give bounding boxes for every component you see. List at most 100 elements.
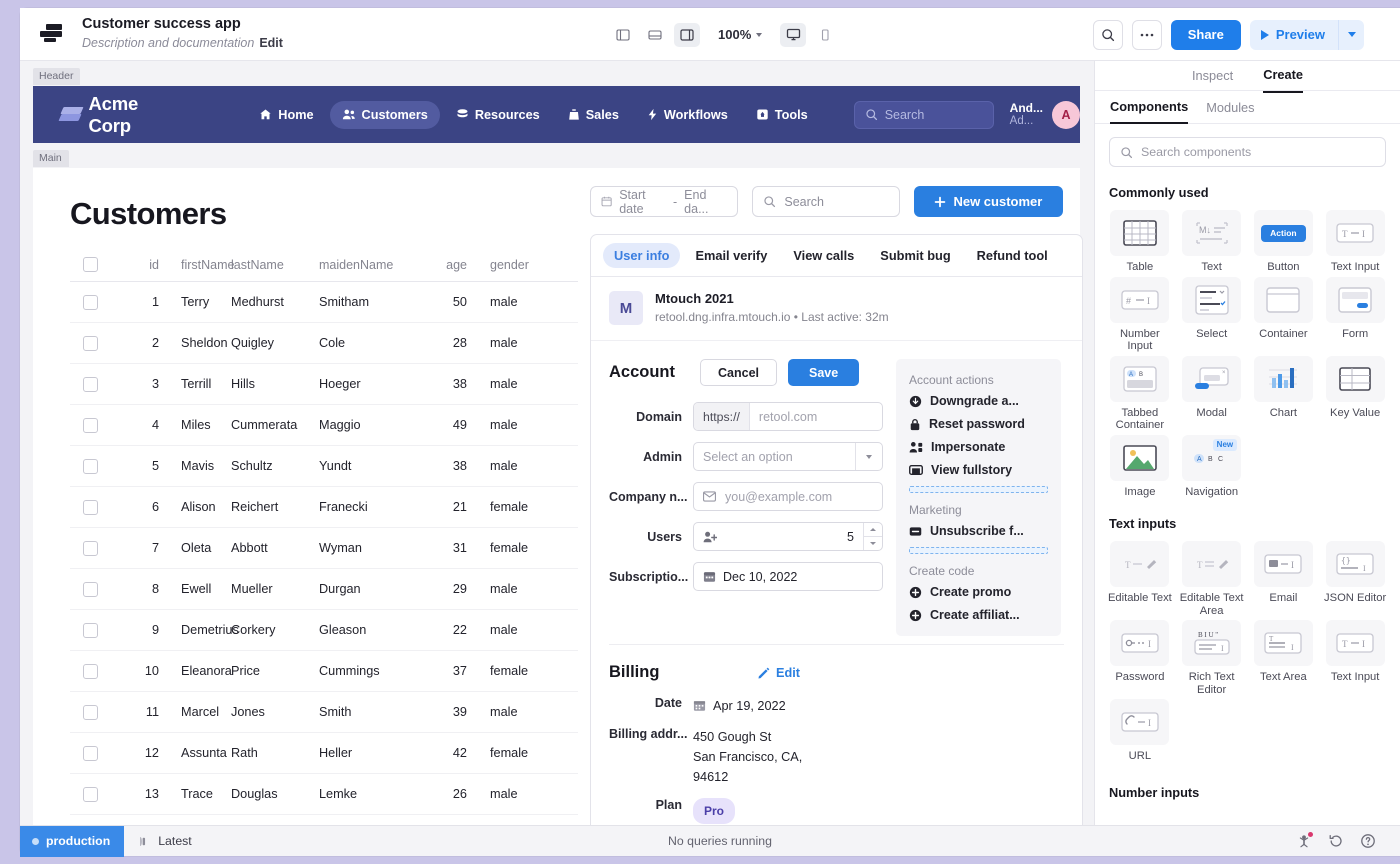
customers-search-input[interactable]: Search: [752, 186, 900, 217]
history-icon[interactable]: [1328, 833, 1344, 849]
table-row[interactable]: 13 Trace Douglas Lemke 26 male: [70, 774, 578, 815]
share-button[interactable]: Share: [1170, 19, 1241, 50]
environment-selector[interactable]: production: [20, 825, 125, 857]
stepper-up-icon[interactable]: [864, 523, 882, 537]
column-header-gender[interactable]: gender: [490, 257, 529, 272]
column-header-id[interactable]: id: [149, 257, 159, 272]
action-create-promo[interactable]: Create promo: [909, 585, 1048, 599]
tab-refund-tool[interactable]: Refund tool: [976, 248, 1048, 263]
component-image[interactable]: Image: [1105, 434, 1175, 499]
row-checkbox[interactable]: [83, 663, 98, 679]
action-impersonate[interactable]: Impersonate: [909, 440, 1048, 454]
tab-user-info[interactable]: User info: [603, 243, 681, 268]
drop-slot-2[interactable]: [909, 547, 1048, 554]
component-json-editor[interactable]: {} I JSON Editor: [1320, 541, 1390, 617]
action-view-fullstory[interactable]: View fullstory: [909, 463, 1048, 477]
component-url[interactable]: I URL: [1105, 699, 1175, 763]
drop-slot-1[interactable]: [909, 486, 1048, 493]
component-select[interactable]: Select: [1177, 276, 1247, 353]
component-search-input[interactable]: Search components: [1109, 137, 1386, 167]
billing-edit-button[interactable]: Edit: [757, 666, 800, 680]
domain-input[interactable]: https:// retool.com: [693, 402, 883, 431]
panel-left-icon[interactable]: [610, 23, 636, 47]
branch-selector[interactable]: Latest: [124, 834, 206, 848]
tab-view-calls[interactable]: View calls: [793, 248, 855, 263]
row-checkbox[interactable]: [83, 499, 98, 515]
component-text-input[interactable]: T I Text Input: [1320, 620, 1390, 696]
cancel-button[interactable]: Cancel: [700, 359, 777, 386]
table-row[interactable]: 11 Marcel Jones Smith 39 male: [70, 692, 578, 733]
table-row[interactable]: 5 Mavis Schultz Yundt 38 male: [70, 446, 578, 487]
column-header-lastname[interactable]: lastName: [231, 257, 284, 272]
nav-item-sales[interactable]: Sales: [556, 101, 631, 129]
column-header-maidenname[interactable]: maidenName: [319, 257, 394, 272]
component-text-input[interactable]: T I Text Input: [1320, 210, 1390, 274]
stepper-down-icon[interactable]: [864, 537, 882, 550]
navbar-search-input[interactable]: Search: [853, 100, 994, 129]
date-range-picker[interactable]: Start date - End da...: [590, 186, 739, 217]
column-header-firstname[interactable]: firstName: [181, 257, 235, 272]
select-all-checkbox[interactable]: [83, 257, 98, 272]
row-checkbox[interactable]: [83, 417, 98, 433]
debug-icon[interactable]: [1296, 832, 1313, 849]
tab-submit-bug[interactable]: Submit bug: [880, 248, 951, 263]
row-checkbox[interactable]: [83, 376, 98, 392]
action-unsubscribe[interactable]: Unsubscribe f...: [909, 524, 1048, 538]
row-checkbox[interactable]: [83, 745, 98, 761]
table-row[interactable]: 12 Assunta Rath Heller 42 female: [70, 733, 578, 774]
help-icon[interactable]: [1360, 833, 1376, 849]
row-checkbox[interactable]: [83, 294, 98, 310]
quantity-stepper[interactable]: [863, 523, 882, 550]
component-form[interactable]: Form: [1320, 276, 1390, 353]
search-icon[interactable]: [1092, 19, 1123, 50]
subtab-components[interactable]: Components: [1110, 90, 1189, 124]
company-name-input[interactable]: you@example.com: [693, 482, 883, 511]
row-checkbox[interactable]: [83, 335, 98, 351]
preview-dropdown-button[interactable]: [1338, 19, 1364, 50]
edit-description-link[interactable]: Edit: [259, 36, 283, 50]
component-tabbed-container[interactable]: A B Tabbed Container: [1105, 355, 1175, 432]
table-row[interactable]: 2 Sheldon Quigley Cole 28 male: [70, 323, 578, 364]
table-row[interactable]: 14EnochLynchHeidenreich21male: [70, 815, 578, 825]
navbar-user[interactable]: And... Ad... A: [1010, 100, 1080, 129]
component-chart[interactable]: Chart: [1249, 355, 1319, 432]
component-number-input[interactable]: # I Number Input: [1105, 276, 1175, 353]
table-row[interactable]: 7 Oleta Abbott Wyman 31 female: [70, 528, 578, 569]
tab-inspect[interactable]: Inspect: [1191, 67, 1234, 83]
panel-bottom-icon[interactable]: [642, 23, 668, 47]
tab-create[interactable]: Create: [1263, 67, 1304, 93]
zoom-selector[interactable]: 100%: [718, 27, 763, 42]
table-row[interactable]: 10 Eleanora Price Cummings 37 female: [70, 651, 578, 692]
nav-item-tools[interactable]: Tools: [744, 101, 820, 129]
row-checkbox[interactable]: [83, 458, 98, 474]
users-number-input[interactable]: 5: [693, 522, 883, 551]
row-checkbox[interactable]: [83, 786, 98, 802]
nav-item-home[interactable]: Home: [247, 101, 325, 129]
new-customer-button[interactable]: New customer: [913, 186, 1063, 217]
table-row[interactable]: 3 Terrill Hills Hoeger 38 male: [70, 364, 578, 405]
avatar[interactable]: A: [1052, 100, 1080, 129]
save-button[interactable]: Save: [788, 359, 860, 386]
action-reset-password[interactable]: Reset password: [909, 417, 1048, 431]
table-row[interactable]: 4 Miles Cummerata Maggio 49 male: [70, 405, 578, 446]
desktop-icon[interactable]: [780, 22, 807, 47]
component-key-value[interactable]: Key Value: [1320, 355, 1390, 432]
component-text[interactable]: M↓ Text: [1177, 210, 1247, 274]
component-text-area[interactable]: T I Text Area: [1249, 620, 1319, 696]
table-row[interactable]: 6 Alison Reichert Franecki 21 female: [70, 487, 578, 528]
component-table[interactable]: Table: [1105, 210, 1175, 274]
column-header-age[interactable]: age: [446, 257, 467, 272]
action-create-affiliate[interactable]: Create affiliat...: [909, 608, 1048, 622]
table-row[interactable]: 9 Demetrius Corkery Gleason 22 male: [70, 610, 578, 651]
table-row[interactable]: 8 Ewell Mueller Durgan 29 male: [70, 569, 578, 610]
component-password[interactable]: I Password: [1105, 620, 1175, 696]
component-email[interactable]: I Email: [1249, 541, 1319, 617]
preview-button[interactable]: Preview: [1249, 19, 1338, 50]
nav-item-customers[interactable]: Customers: [329, 100, 440, 129]
row-checkbox[interactable]: [83, 704, 98, 720]
action-downgrade[interactable]: Downgrade a...: [909, 394, 1048, 408]
admin-select[interactable]: Select an option: [693, 442, 883, 471]
tab-email-verify[interactable]: Email verify: [695, 248, 768, 263]
component-container[interactable]: Container: [1249, 276, 1319, 353]
component-rich-text-editor[interactable]: B I U " I Rich Text Editor: [1177, 620, 1247, 696]
